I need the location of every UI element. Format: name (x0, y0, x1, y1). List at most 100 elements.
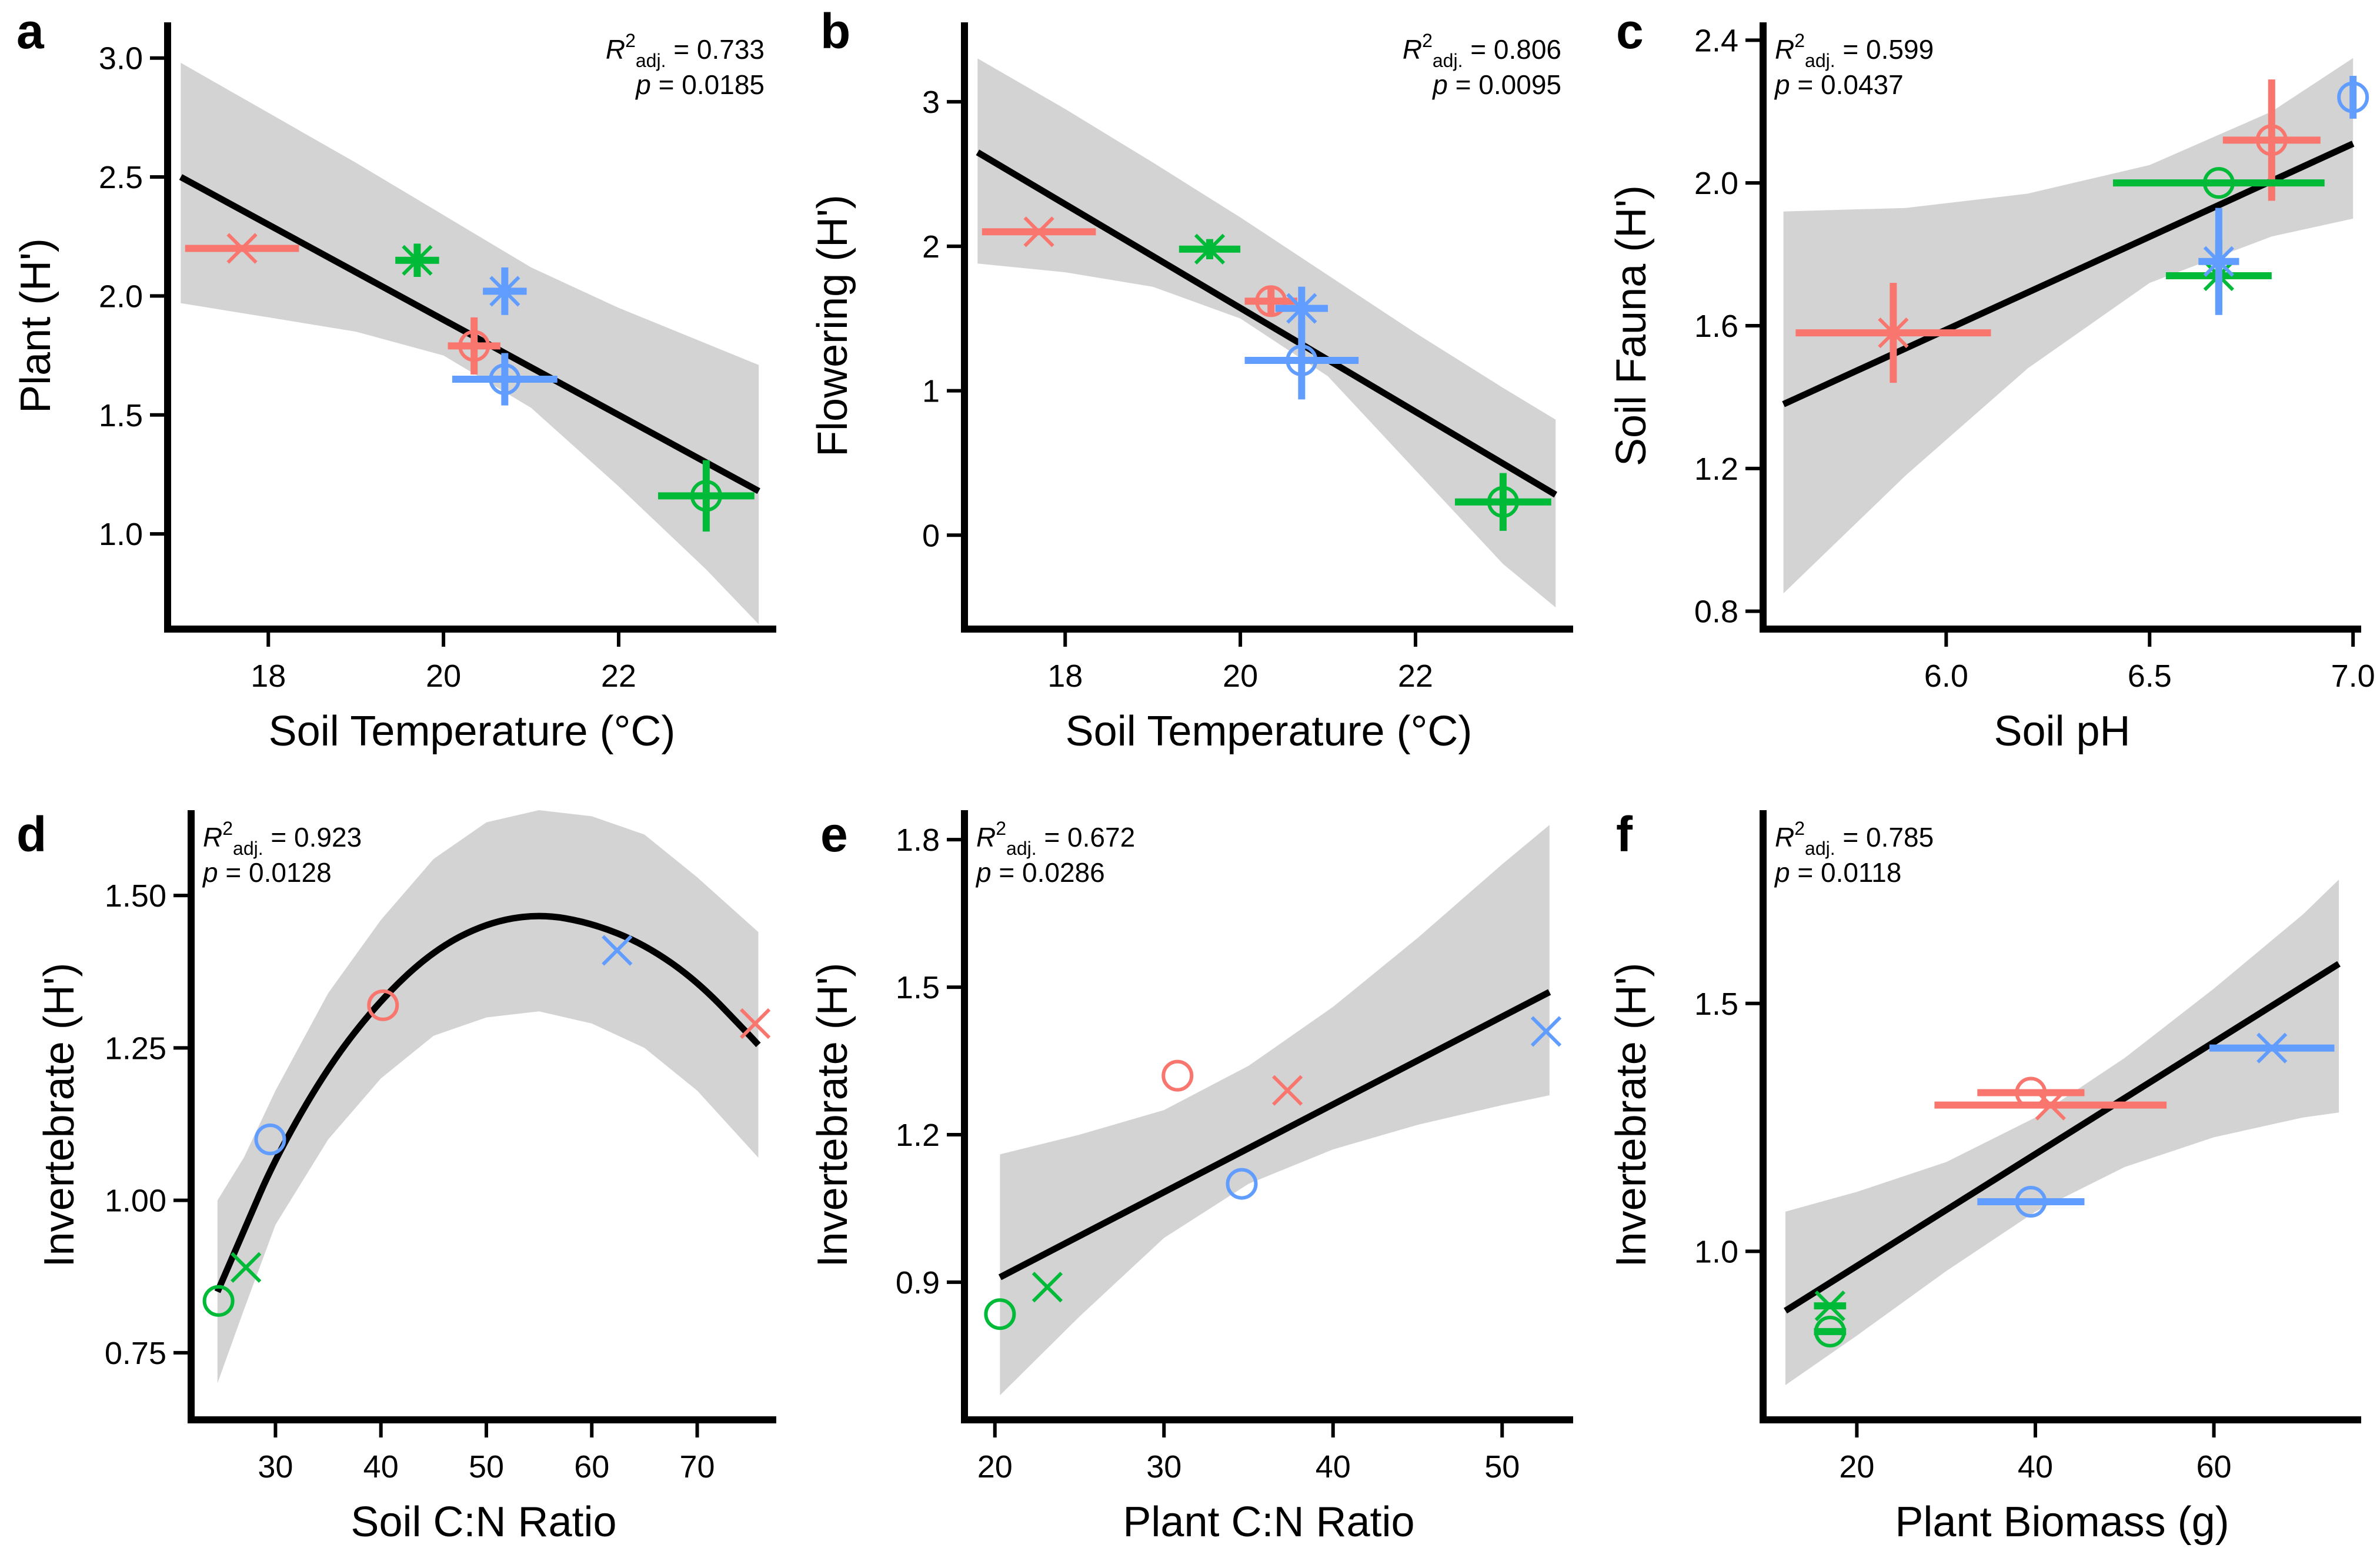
data-point-blue-circle (452, 353, 558, 406)
confidence-band (1000, 825, 1550, 1396)
p-value: = 0.0185 (651, 69, 765, 100)
data-point-red-circle (1244, 285, 1297, 317)
p-symbol: p (1774, 69, 1790, 100)
y-tick-label: 1.25 (105, 1031, 166, 1066)
x-tick-label: 30 (1146, 1449, 1181, 1485)
x-tick-label: 18 (251, 658, 286, 694)
y-tick-label: 1.5 (99, 398, 143, 433)
p-value: = 0.0437 (1790, 69, 1904, 100)
y-tick-label: 2.4 (1694, 23, 1738, 58)
data-point-blue-cross (2198, 208, 2239, 315)
y-axis-label: Invertebrate (H') (809, 963, 856, 1268)
confidence-band (1785, 880, 2339, 1385)
marker-circle (2202, 167, 2235, 199)
r2-superscript: 2 (996, 818, 1006, 839)
r2-symbol: R (606, 34, 625, 65)
p-symbol: p (635, 69, 651, 100)
x-tick-label: 7.0 (2331, 658, 2375, 694)
regression-curve (214, 912, 761, 1293)
panel-b: 0 1 2 3 18 20 22 Soil Temperature (°C) Flowering… (809, 4, 1573, 755)
r2-symbol: R (203, 822, 222, 852)
y-tick-label: 1.00 (105, 1183, 166, 1219)
panel-a: 1.0 1.5 2.0 2.5 3.0 18 20 22 Soil Temperature (°… (12, 4, 776, 755)
x-axis-label: Soil Temperature (°C) (269, 708, 676, 755)
data-point-red-cross (185, 233, 299, 264)
p-symbol: p (202, 857, 218, 888)
p-value: = 0.0128 (218, 857, 332, 888)
p-value: = 0.0095 (1448, 69, 1561, 100)
marker-circle (2255, 124, 2288, 156)
marker-circle (458, 330, 490, 362)
data-point-green-circle (1814, 1315, 1847, 1348)
data-point-blue-cross (1530, 1016, 1562, 1047)
r2-value: = 0.806 (1463, 34, 1561, 65)
r2-subscript: adj. (636, 50, 666, 71)
panel-f: 1.0 1.5 20 40 60 Plant Biomass (g) Invertebrat… (1608, 807, 2361, 1546)
r2-subscript: adj. (1006, 838, 1037, 859)
marker-circle (367, 989, 399, 1021)
data-point-green-circle (202, 1285, 235, 1317)
y-tick-label: 1.5 (1694, 987, 1738, 1022)
y-tick-label: 1.6 (1694, 309, 1738, 344)
marker-cross-b (2203, 246, 2234, 277)
y-tick-label: 2.0 (99, 279, 143, 314)
marker-cross-b (1814, 1290, 1845, 1322)
annotation-p: p = 0.0128 (202, 857, 332, 888)
marker-cross-b (602, 935, 633, 966)
data-point-red-circle (367, 989, 399, 1021)
data-point-blue-circle (2337, 76, 2369, 119)
annotation-p: p = 0.0095 (1431, 69, 1561, 100)
y-tick-label: 2 (922, 229, 940, 265)
r2-value: = 0.733 (666, 34, 765, 65)
x-tick-label: 50 (1484, 1449, 1520, 1485)
y-axis-label: Invertebrate (H') (1608, 963, 1655, 1268)
marker-circle (1226, 1168, 1258, 1200)
marker-cross-b (1286, 293, 1317, 324)
data-point-blue-cross (602, 935, 633, 966)
panel-letter: d (16, 807, 46, 862)
data-point-green-cross (231, 1252, 262, 1283)
data-point-red-circle (1977, 1076, 2085, 1109)
x-tick-label: 60 (2197, 1449, 2232, 1485)
annotation-p: p = 0.0437 (1774, 69, 1904, 100)
data-point-red-cross (982, 216, 1096, 248)
marker-circle (2015, 1076, 2047, 1109)
data-point-green-circle (1454, 473, 1551, 531)
y-tick-label: 3 (922, 85, 940, 120)
y-tick-label: 1.0 (99, 517, 143, 552)
r2-superscript: 2 (1794, 818, 1805, 839)
confidence-band (1783, 58, 2354, 594)
x-axis-label: Soil pH (1994, 708, 2130, 755)
panel-c: 0.8 1.2 1.6 2.0 2.4 6.0 6.5 7.0 Soil pH Soil Faun… (1608, 4, 2375, 755)
data-point-blue-cross (2209, 1032, 2335, 1064)
x-tick-label: 22 (601, 658, 636, 694)
x-tick-label: 22 (1398, 658, 1433, 694)
marker-circle (690, 480, 722, 512)
x-tick-label: 20 (426, 658, 461, 694)
marker-cross-b (2257, 1032, 2288, 1064)
y-tick-label: 0.8 (1694, 594, 1738, 630)
panel-e: 0.9 1.2 1.5 1.8 20 30 40 50 Plant C:N Ratio Inver… (809, 807, 1573, 1546)
annotation-p: p = 0.0286 (975, 857, 1105, 888)
r2-subscript: adj. (233, 838, 263, 859)
marker-cross-b (402, 245, 433, 276)
panel-letter: c (1616, 4, 1644, 59)
marker-circle (2015, 1186, 2047, 1218)
annotation-r2: R2adj. = 0.599 (1775, 30, 1934, 71)
data-point-green-circle (657, 460, 755, 532)
r2-value: = 0.599 (1835, 34, 1934, 65)
p-symbol: p (1774, 857, 1790, 888)
r2-subscript: adj. (1805, 838, 1835, 859)
r2-value: = 0.785 (1835, 822, 1934, 852)
data-point-green-circle (984, 1298, 1016, 1330)
annotation-r2: R2adj. = 0.672 (976, 818, 1135, 859)
annotation-r2: R2adj. = 0.785 (1775, 818, 1934, 859)
data-point-green-cross (1814, 1290, 1847, 1322)
y-tick-label: 1.2 (896, 1118, 940, 1153)
y-axis-label: Flowering (H') (809, 195, 856, 457)
marker-cross-b (489, 276, 520, 307)
x-tick-label: 50 (469, 1449, 504, 1485)
y-tick-label: 1.0 (1694, 1234, 1738, 1269)
data-point-green-circle (2112, 167, 2325, 199)
